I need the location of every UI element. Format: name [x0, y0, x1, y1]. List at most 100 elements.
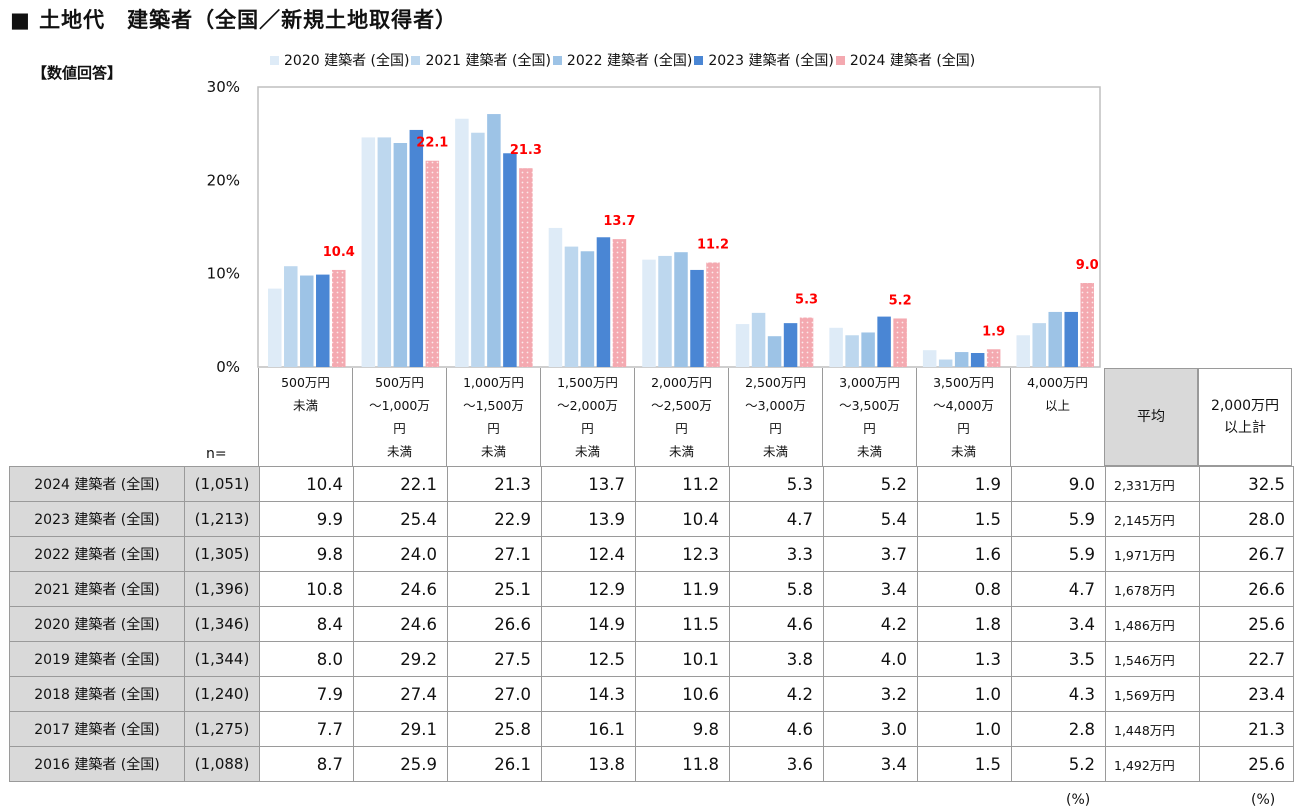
chart-subtitle: 【数値回答】 — [32, 64, 123, 82]
unit-label-percent-total: (%) — [1251, 792, 1276, 808]
table-cell: 21.3 — [447, 466, 542, 502]
category-label: 1,000万円 ～1,500万 円 未満 — [446, 368, 540, 466]
legend-swatch-2021 — [411, 55, 421, 65]
row-label: 2019 建築者 (全国) — [9, 641, 185, 677]
table-cell: 1.0 — [917, 676, 1012, 712]
table-cell: 22.9 — [447, 501, 542, 537]
page-title: ■ 土地代 建築者（全国／新規土地取得者） — [10, 8, 458, 32]
bar-2024-cat-1 — [425, 160, 440, 367]
legend-swatch-2022 — [552, 55, 562, 65]
bar-2020-cat-5 — [735, 324, 750, 367]
table-cell: 5.9 — [1011, 536, 1106, 572]
table-row: 2016 建築者 (全国) (1,088) 8.7 25.9 26.1 13.8 11.8 3… — [9, 746, 1294, 782]
category-label: 500万円 ～1,000万 円 未満 — [352, 368, 446, 466]
table-cell: 1.3 — [917, 641, 1012, 677]
data-table: 2024 建築者 (全国) (1,051) 10.4 22.1 21.3 13.7 11.2… — [9, 466, 1294, 782]
total-cell: 26.6 — [1199, 571, 1294, 607]
table-row: 2019 建築者 (全国) (1,344) 8.0 29.2 27.5 12.5 10.1 3… — [9, 641, 1294, 677]
table-cell: 26.1 — [447, 746, 542, 782]
table-cell: 3.6 — [729, 746, 824, 782]
bar-2022-cat-5 — [767, 336, 782, 367]
table-cell: 22.1 — [353, 466, 448, 502]
row-label: 2020 建築者 (全国) — [9, 606, 185, 642]
table-cell: 27.4 — [353, 676, 448, 712]
table-cell: 3.2 — [823, 676, 918, 712]
bar-2021-cat-7 — [938, 359, 953, 367]
y-tick-label: 20% — [207, 171, 240, 189]
legend-label-2020: 2020 建築者 (全国) — [284, 53, 410, 69]
legend-item-2020: 2020 建築者 (全国) — [270, 50, 409, 70]
table-cell: 4.2 — [823, 606, 918, 642]
legend-swatch-2024 — [835, 55, 845, 65]
row-label: 2024 建築者 (全国) — [9, 466, 185, 502]
bar-2022-cat-3 — [580, 251, 595, 367]
table-cell: 27.0 — [447, 676, 542, 712]
table-cell: 4.7 — [729, 501, 824, 537]
bar-2020-cat-4 — [642, 259, 656, 367]
table-cell: 29.2 — [353, 641, 448, 677]
table-cell: 13.7 — [541, 466, 636, 502]
table-cell: 1.5 — [917, 501, 1012, 537]
n-label: n= — [206, 446, 227, 462]
sample-size: (1,346) — [184, 606, 260, 642]
sample-size: (1,213) — [184, 501, 260, 537]
table-cell: 10.4 — [259, 466, 354, 502]
legend-label-2023: 2023 建築者 (全国) — [708, 53, 834, 69]
bar-2024-cat-6 — [893, 318, 907, 367]
table-cell: 25.4 — [353, 501, 448, 537]
bar-2021-cat-3 — [564, 246, 579, 367]
legend-item-2022: 2022 建築者 (全国) — [552, 50, 692, 70]
bar-2024-cat-2 — [519, 168, 533, 367]
table-cell: 5.4 — [823, 501, 918, 537]
table-cell: 1.8 — [917, 606, 1012, 642]
bar-2020-cat-8 — [1016, 335, 1030, 367]
total-cell: 25.6 — [1199, 606, 1294, 642]
bar-2021-cat-4 — [658, 255, 672, 367]
data-label-2024-cat-5: 5.3 — [795, 293, 818, 308]
table-cell: 9.8 — [635, 711, 730, 747]
data-label-2024-cat-7: 1.9 — [982, 324, 1005, 339]
table-cell: 2.8 — [1011, 711, 1106, 747]
table-cell: 11.2 — [635, 466, 730, 502]
table-cell: 11.8 — [635, 746, 730, 782]
table-cell: 1.6 — [917, 536, 1012, 572]
category-label: 2,000万円 ～2,500万 円 未満 — [634, 368, 728, 466]
table-cell: 3.4 — [823, 746, 918, 782]
data-label-2024-cat-4: 11.2 — [697, 237, 729, 252]
row-label: 2022 建築者 (全国) — [9, 536, 185, 572]
table-cell: 4.2 — [729, 676, 824, 712]
table-cell: 10.1 — [635, 641, 730, 677]
legend-swatch-2020 — [270, 55, 279, 65]
table-cell: 4.0 — [823, 641, 918, 677]
legend-label-2024: 2024 建築者 (全国) — [849, 53, 976, 69]
bar-2023-cat-3 — [596, 237, 611, 367]
category-label: 3,000万円 ～3,500万 円 未満 — [822, 368, 916, 466]
table-cell: 5.2 — [823, 466, 918, 502]
data-label-2024-cat-0: 10.4 — [323, 245, 355, 260]
data-label-2024-cat-6: 5.2 — [889, 293, 912, 308]
bar-2023-cat-1 — [409, 129, 424, 367]
sample-size: (1,396) — [184, 571, 260, 607]
table-cell: 8.4 — [259, 606, 354, 642]
row-label: 2016 建築者 (全国) — [9, 746, 185, 782]
bar-2021-cat-8 — [1032, 323, 1046, 367]
data-label-2024-cat-2: 21.3 — [510, 143, 542, 158]
bar-2020-cat-0 — [268, 288, 282, 367]
bar-2023-cat-7 — [970, 353, 985, 367]
bar-2022-cat-1 — [393, 143, 408, 367]
category-label: 4,000万円 以上 — [1010, 368, 1104, 466]
table-cell: 4.6 — [729, 606, 824, 642]
bar-2021-cat-1 — [377, 137, 392, 367]
table-cell: 8.0 — [259, 641, 354, 677]
table-cell: 25.8 — [447, 711, 542, 747]
table-cell: 3.7 — [823, 536, 918, 572]
table-cell: 4.3 — [1011, 676, 1106, 712]
table-cell: 29.1 — [353, 711, 448, 747]
average-cell: 1,492万円 — [1105, 746, 1200, 782]
bar-2022-cat-4 — [674, 252, 688, 367]
data-label-2024-cat-3: 13.7 — [603, 214, 635, 229]
category-label: 1,500万円 ～2,000万 円 未満 — [540, 368, 634, 466]
bar-2023-cat-0 — [316, 274, 330, 367]
average-cell: 1,546万円 — [1105, 641, 1200, 677]
bar-2023-cat-4 — [690, 269, 704, 367]
